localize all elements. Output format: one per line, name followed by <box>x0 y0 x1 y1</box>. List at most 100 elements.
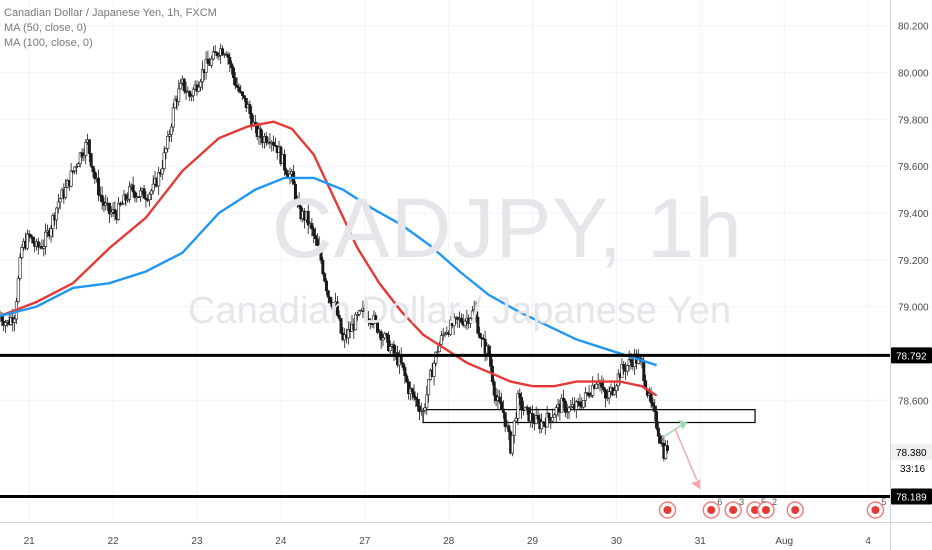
event-marker-count: 6 <box>717 497 722 507</box>
candle-body <box>385 333 389 336</box>
candle-body <box>551 417 555 422</box>
candle-body <box>91 165 95 173</box>
candle-body <box>498 396 502 403</box>
candle-body <box>587 392 591 397</box>
candle-body <box>412 391 416 398</box>
candle-body <box>235 85 239 88</box>
candle-body <box>96 177 100 196</box>
horizontal-levels[interactable] <box>0 353 890 498</box>
candle-body <box>359 310 363 312</box>
time-tick-label: 22 <box>108 536 120 547</box>
candle-body <box>230 63 234 69</box>
candle-body <box>25 233 29 249</box>
price-tick-label: 79.600 <box>898 162 929 173</box>
candle-body <box>113 209 117 215</box>
candle-body <box>42 246 46 249</box>
candle-body <box>665 445 669 451</box>
candle-body <box>379 331 383 341</box>
candle-body <box>582 400 586 408</box>
candle-body <box>534 415 538 424</box>
candle-body <box>18 257 22 279</box>
candle-body <box>357 310 361 315</box>
candle-body <box>536 415 540 420</box>
candle-body <box>259 128 263 138</box>
candle-body <box>31 236 35 244</box>
time-tick-label: 29 <box>527 536 539 547</box>
candle-body <box>36 241 40 248</box>
event-markers[interactable]: 63525 <box>658 497 887 519</box>
candle-body <box>594 383 598 389</box>
price-label-value: 78.792 <box>896 351 927 362</box>
support-zone-rectangle[interactable] <box>422 409 756 424</box>
candle-body <box>514 418 518 422</box>
candle-body <box>452 317 456 327</box>
candle-body <box>264 135 268 143</box>
candle-body <box>600 382 604 388</box>
candle-body <box>627 359 631 366</box>
candle-body <box>589 395 593 397</box>
candle-body <box>565 411 569 414</box>
candle-body <box>346 329 350 339</box>
candle-body <box>189 95 193 98</box>
candle-body <box>76 163 80 167</box>
event-marker-count: 2 <box>772 497 777 507</box>
candle-body <box>200 69 204 83</box>
candle-body <box>179 82 183 90</box>
candle-body <box>401 362 405 368</box>
candle-body <box>432 362 436 377</box>
candle-body <box>75 166 79 168</box>
candle-body <box>664 445 668 459</box>
candle-body <box>481 338 485 340</box>
candle-body <box>164 148 168 154</box>
candle-body <box>474 309 478 318</box>
candle-body <box>470 310 474 319</box>
candle-body <box>410 388 414 393</box>
price-tick-label: 80.200 <box>898 22 929 33</box>
candle-body <box>211 51 215 60</box>
candle-body <box>241 91 245 96</box>
candle-body <box>293 184 297 201</box>
candle-body <box>80 152 84 158</box>
candle-body <box>71 170 75 173</box>
candle-body <box>603 389 607 399</box>
candle-body <box>169 126 173 135</box>
candle-body <box>370 323 374 325</box>
candle-body <box>421 409 425 412</box>
candle-body <box>560 397 564 413</box>
candle-body <box>126 198 130 201</box>
candle-body <box>297 200 301 207</box>
candle-body <box>478 332 482 338</box>
event-marker-dot <box>791 506 800 514</box>
indicator-ma50[interactable]: MA (50, close, 0) <box>4 22 87 34</box>
candle-body <box>78 152 82 164</box>
candle-body <box>658 435 662 444</box>
time-axis[interactable]: 21 22 23 24 27 28 29 30 31 Aug 4 <box>24 536 872 547</box>
indicator-ma100[interactable]: MA (100, close, 0) <box>4 37 93 49</box>
candle-body <box>324 280 328 292</box>
candle-body <box>109 211 113 215</box>
candle-body <box>392 344 396 354</box>
candle-body <box>157 172 161 187</box>
candle-body <box>328 296 332 303</box>
candle-body <box>374 315 378 321</box>
candle-body <box>629 359 633 363</box>
candle-body <box>562 397 566 402</box>
price-axis[interactable]: 80.200 80.000 79.800 79.600 79.400 79.200 79.0… <box>891 22 932 505</box>
candle-body <box>131 184 135 193</box>
candle-body <box>463 320 467 326</box>
time-tick-label: 24 <box>275 536 287 547</box>
candle-body <box>69 170 73 187</box>
candle-body <box>439 335 443 345</box>
price-tick-label: 79.200 <box>898 256 929 267</box>
candle-body <box>339 318 343 334</box>
instrument-title[interactable]: Canadian Dollar / Japanese Yen, 1h, FXCM <box>4 7 217 19</box>
candle-body <box>315 238 319 246</box>
candle-body <box>656 427 660 437</box>
candle-body <box>363 307 367 313</box>
candle-body <box>479 337 483 339</box>
candle-body <box>469 318 473 324</box>
ma100-line <box>0 176 657 367</box>
candle-body <box>213 51 217 53</box>
price-label-value: 78.380 <box>896 448 927 459</box>
